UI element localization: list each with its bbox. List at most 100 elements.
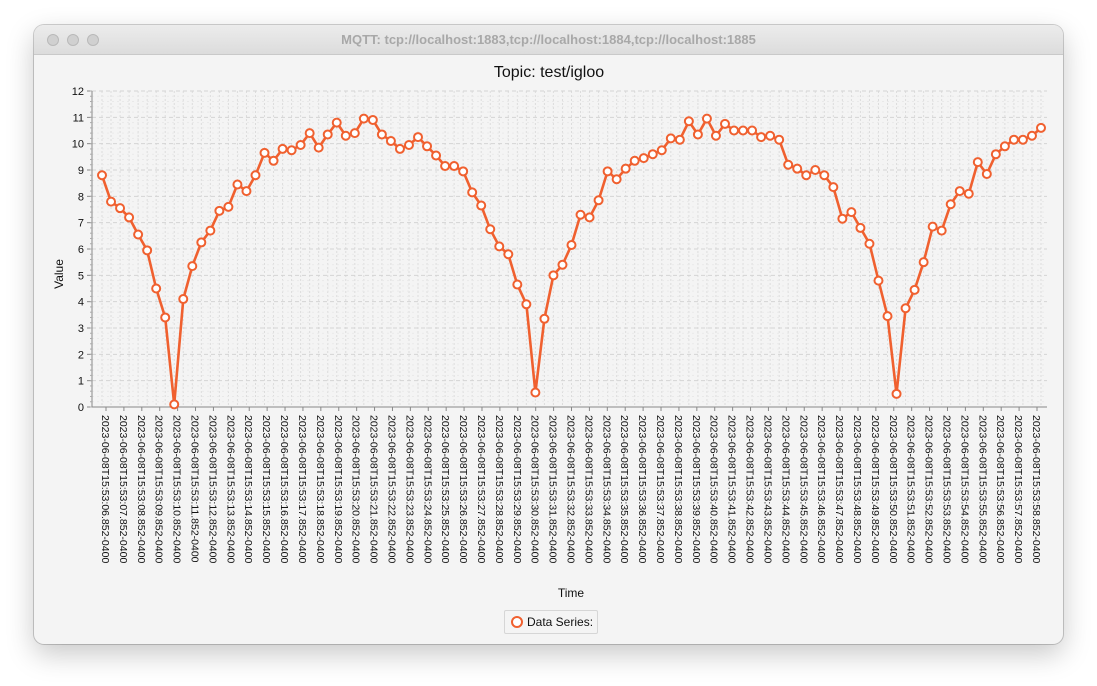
data-point	[611, 174, 622, 185]
data-point	[277, 143, 288, 154]
x-tick-label: 2023-06-08T15:53:21.852-0400	[368, 415, 380, 563]
x-tick-label: 2023-06-08T15:53:38.852-0400	[672, 415, 684, 563]
chart-title: Topic: test/igloo	[494, 64, 604, 81]
x-tick-label: 2023-06-08T15:53:23.852-0400	[403, 415, 415, 563]
app-window: MQTT: tcp://localhost:1883,tcp://localho…	[34, 25, 1063, 644]
data-point	[566, 240, 577, 251]
data-point	[981, 168, 992, 179]
x-tick-label: 2023-06-08T15:53:58.852-0400	[1030, 415, 1042, 563]
data-point	[729, 125, 740, 136]
data-point	[521, 299, 532, 310]
data-point	[286, 145, 297, 156]
data-point	[683, 116, 694, 127]
data-point	[620, 163, 631, 174]
data-point	[801, 170, 812, 181]
x-tick-label: 2023-06-08T15:53:06.852-0400	[99, 415, 111, 563]
data-point	[747, 125, 758, 136]
zoom-window-button[interactable]	[87, 34, 99, 46]
data-point	[909, 284, 920, 295]
x-tick-label: 2023-06-08T15:53:43.852-0400	[761, 415, 773, 563]
x-tick-label: 2023-06-08T15:53:56.852-0400	[994, 415, 1006, 563]
data-point	[819, 170, 830, 181]
data-point	[927, 221, 938, 232]
data-point	[106, 196, 117, 207]
data-point	[503, 249, 514, 260]
data-point	[259, 147, 270, 158]
data-point	[160, 312, 171, 323]
data-point	[936, 225, 947, 236]
data-point	[765, 130, 776, 141]
data-point	[304, 128, 315, 139]
data-point	[963, 188, 974, 199]
x-tick-label: 2023-06-08T15:53:16.852-0400	[278, 415, 290, 563]
data-point	[864, 238, 875, 249]
close-window-button[interactable]	[47, 34, 59, 46]
title-bar[interactable]: MQTT: tcp://localhost:1883,tcp://localho…	[34, 25, 1063, 55]
data-point	[999, 141, 1010, 152]
data-point	[133, 229, 144, 240]
data-point	[1017, 134, 1028, 145]
data-point	[1008, 134, 1019, 145]
minimize-window-button[interactable]	[67, 34, 79, 46]
data-point	[376, 129, 387, 140]
x-tick-label: 2023-06-08T15:53:47.852-0400	[833, 415, 845, 563]
data-point	[891, 388, 902, 399]
data-point	[97, 170, 107, 181]
x-tick-label: 2023-06-08T15:53:51.852-0400	[905, 415, 917, 563]
data-point	[295, 139, 306, 150]
x-tick-label: 2023-06-08T15:53:27.852-0400	[475, 415, 487, 563]
data-point	[467, 187, 478, 198]
x-tick-label: 2023-06-08T15:53:22.852-0400	[385, 415, 397, 563]
data-point	[476, 200, 487, 211]
x-tick-label: 2023-06-08T15:53:57.852-0400	[1012, 415, 1024, 563]
data-point	[485, 224, 496, 235]
data-point	[367, 114, 378, 125]
data-point	[900, 303, 911, 314]
data-point	[792, 163, 803, 174]
x-tick-label: 2023-06-08T15:53:10.852-0400	[171, 415, 183, 563]
data-point	[449, 161, 460, 172]
data-point	[403, 139, 414, 150]
data-point	[557, 259, 568, 270]
data-point	[837, 213, 848, 224]
data-point	[665, 133, 676, 144]
data-point	[349, 128, 360, 139]
data-point	[629, 155, 640, 166]
data-point	[846, 207, 857, 218]
y-axis-label: Value	[52, 259, 66, 289]
x-tick-label: 2023-06-08T15:53:11.852-0400	[189, 415, 201, 563]
data-point	[268, 155, 279, 166]
x-tick-label: 2023-06-08T15:53:34.852-0400	[600, 415, 612, 563]
y-tick-label: 7	[78, 218, 84, 230]
data-point	[593, 195, 604, 206]
data-point	[882, 311, 893, 322]
x-tick-label: 2023-06-08T15:53:55.852-0400	[976, 415, 988, 563]
data-point	[331, 117, 342, 128]
y-tick-label: 3	[78, 323, 84, 335]
y-tick-label: 9	[78, 165, 84, 177]
x-tick-label: 2023-06-08T15:53:31.852-0400	[547, 415, 559, 563]
x-tick-label: 2023-06-08T15:53:36.852-0400	[636, 415, 648, 563]
x-tick-label: 2023-06-08T15:53:26.852-0400	[457, 415, 469, 563]
data-point	[918, 257, 929, 268]
line-chart: Topic: test/igloo Value Time 01234567891…	[52, 64, 1047, 600]
x-tick-label: 2023-06-08T15:53:28.852-0400	[493, 415, 505, 563]
data-point	[142, 245, 153, 256]
x-tick-label: 2023-06-08T15:53:25.852-0400	[439, 415, 451, 563]
x-tick-label: 2023-06-08T15:53:24.852-0400	[421, 415, 433, 563]
data-point	[539, 313, 550, 324]
y-tick-label: 12	[72, 86, 84, 98]
x-tick-label: 2023-06-08T15:53:08.852-0400	[135, 415, 147, 563]
x-tick-label: 2023-06-08T15:53:32.852-0400	[565, 415, 577, 563]
x-tick-label: 2023-06-08T15:53:53.852-0400	[940, 415, 952, 563]
data-point	[647, 149, 658, 160]
data-point	[584, 212, 595, 223]
data-point	[458, 166, 469, 177]
y-tick-label: 6	[78, 244, 84, 256]
x-tick-label: 2023-06-08T15:53:41.852-0400	[726, 415, 738, 563]
data-point	[250, 170, 261, 181]
x-tick-label: 2023-06-08T15:53:50.852-0400	[887, 415, 899, 563]
x-axis-ticks: 2023-06-08T15:53:06.852-0400 2023-06-08T1…	[99, 407, 1042, 563]
x-tick-label: 2023-06-08T15:53:33.852-0400	[582, 415, 594, 563]
data-point	[828, 182, 839, 193]
